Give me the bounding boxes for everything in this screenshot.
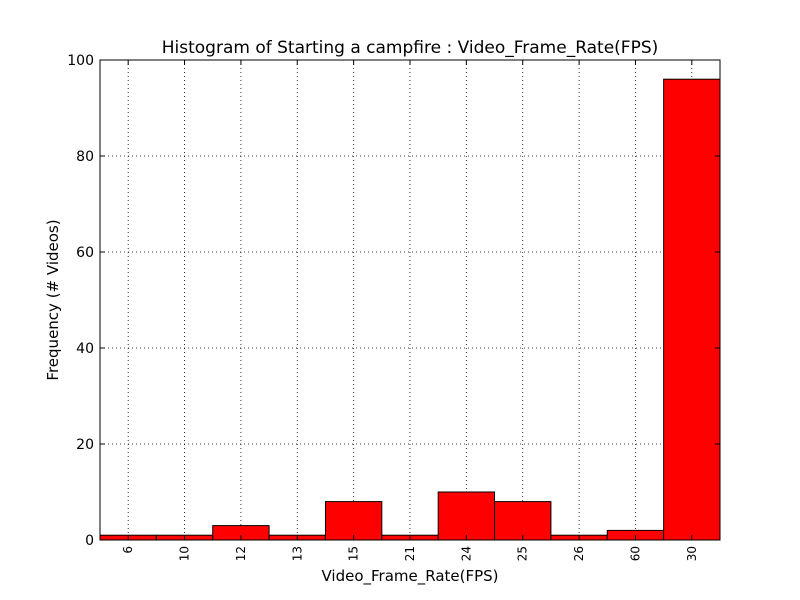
x-tick-label: 60 [628, 546, 642, 561]
bar-30 [663, 78, 721, 541]
y-tick-label: 0 [85, 533, 94, 549]
x-tick-label: 24 [459, 546, 473, 561]
x-tick-label: 30 [685, 546, 699, 561]
y-tick-label: 40 [76, 341, 94, 357]
x-tick-label: 13 [290, 546, 304, 561]
x-tick-label: 12 [234, 546, 248, 561]
bar-25 [494, 501, 552, 541]
x-tick-label: 15 [347, 546, 361, 561]
x-tick-label: 25 [516, 546, 530, 561]
grid-lines [100, 60, 720, 540]
y-tick-label: 80 [76, 149, 94, 165]
x-tick-label: 26 [572, 546, 586, 561]
y-axis-label: Frequency (# Videos) [44, 219, 62, 380]
y-tick-label: 100 [67, 53, 94, 69]
chart-title: Histogram of Starting a campfire : Video… [162, 38, 659, 58]
x-axis-label: Video_Frame_Rate(FPS) [321, 567, 498, 586]
x-tick-label: 10 [178, 546, 192, 561]
y-tick-label: 20 [76, 437, 94, 453]
y-axis-ticks: 0 20 40 60 80 100 [67, 53, 720, 549]
x-tick-label: 21 [403, 546, 417, 561]
bar-24 [437, 491, 496, 541]
x-tick-label: 6 [121, 546, 135, 554]
y-tick-label: 60 [76, 245, 94, 261]
bar-15 [324, 501, 383, 541]
x-axis-ticks: 6 10 12 13 15 21 24 25 26 60 30 [121, 60, 699, 561]
